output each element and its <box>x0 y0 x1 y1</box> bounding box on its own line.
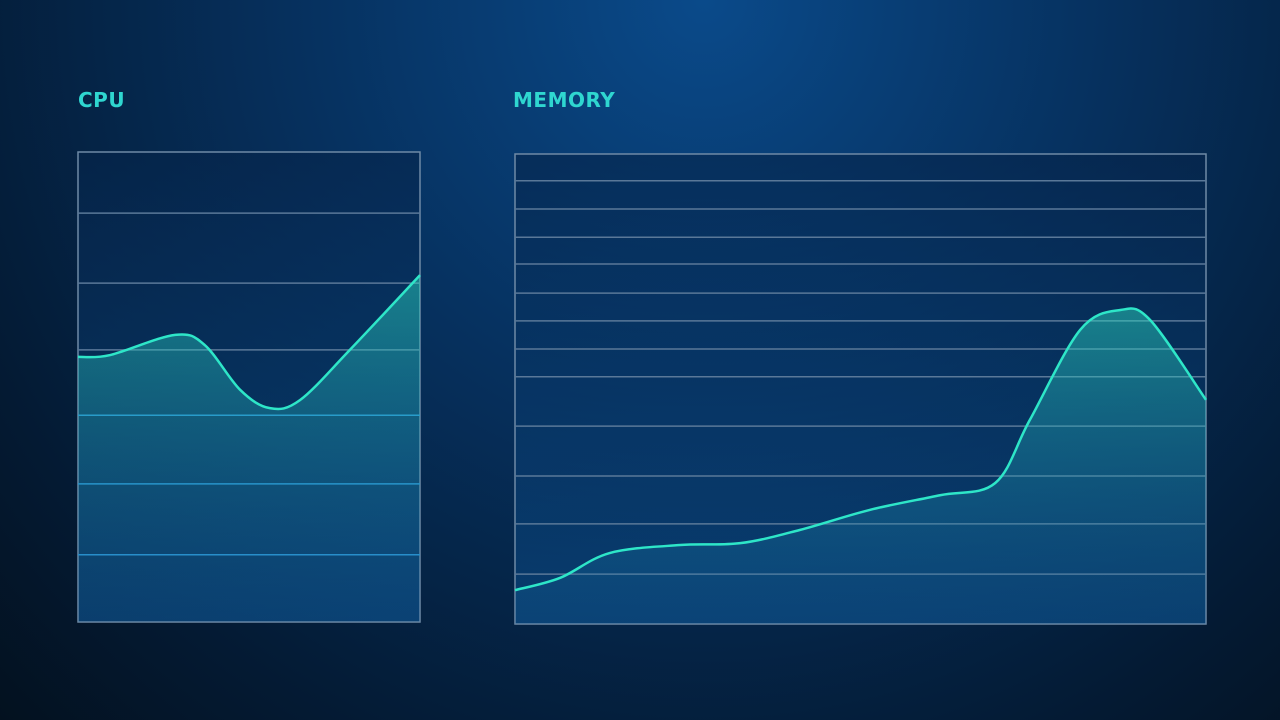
chart-title: MEMORY <box>513 88 615 112</box>
line <box>514 307 1208 592</box>
chart-title: CPU <box>78 88 125 112</box>
line <box>77 274 421 411</box>
area <box>78 275 420 622</box>
